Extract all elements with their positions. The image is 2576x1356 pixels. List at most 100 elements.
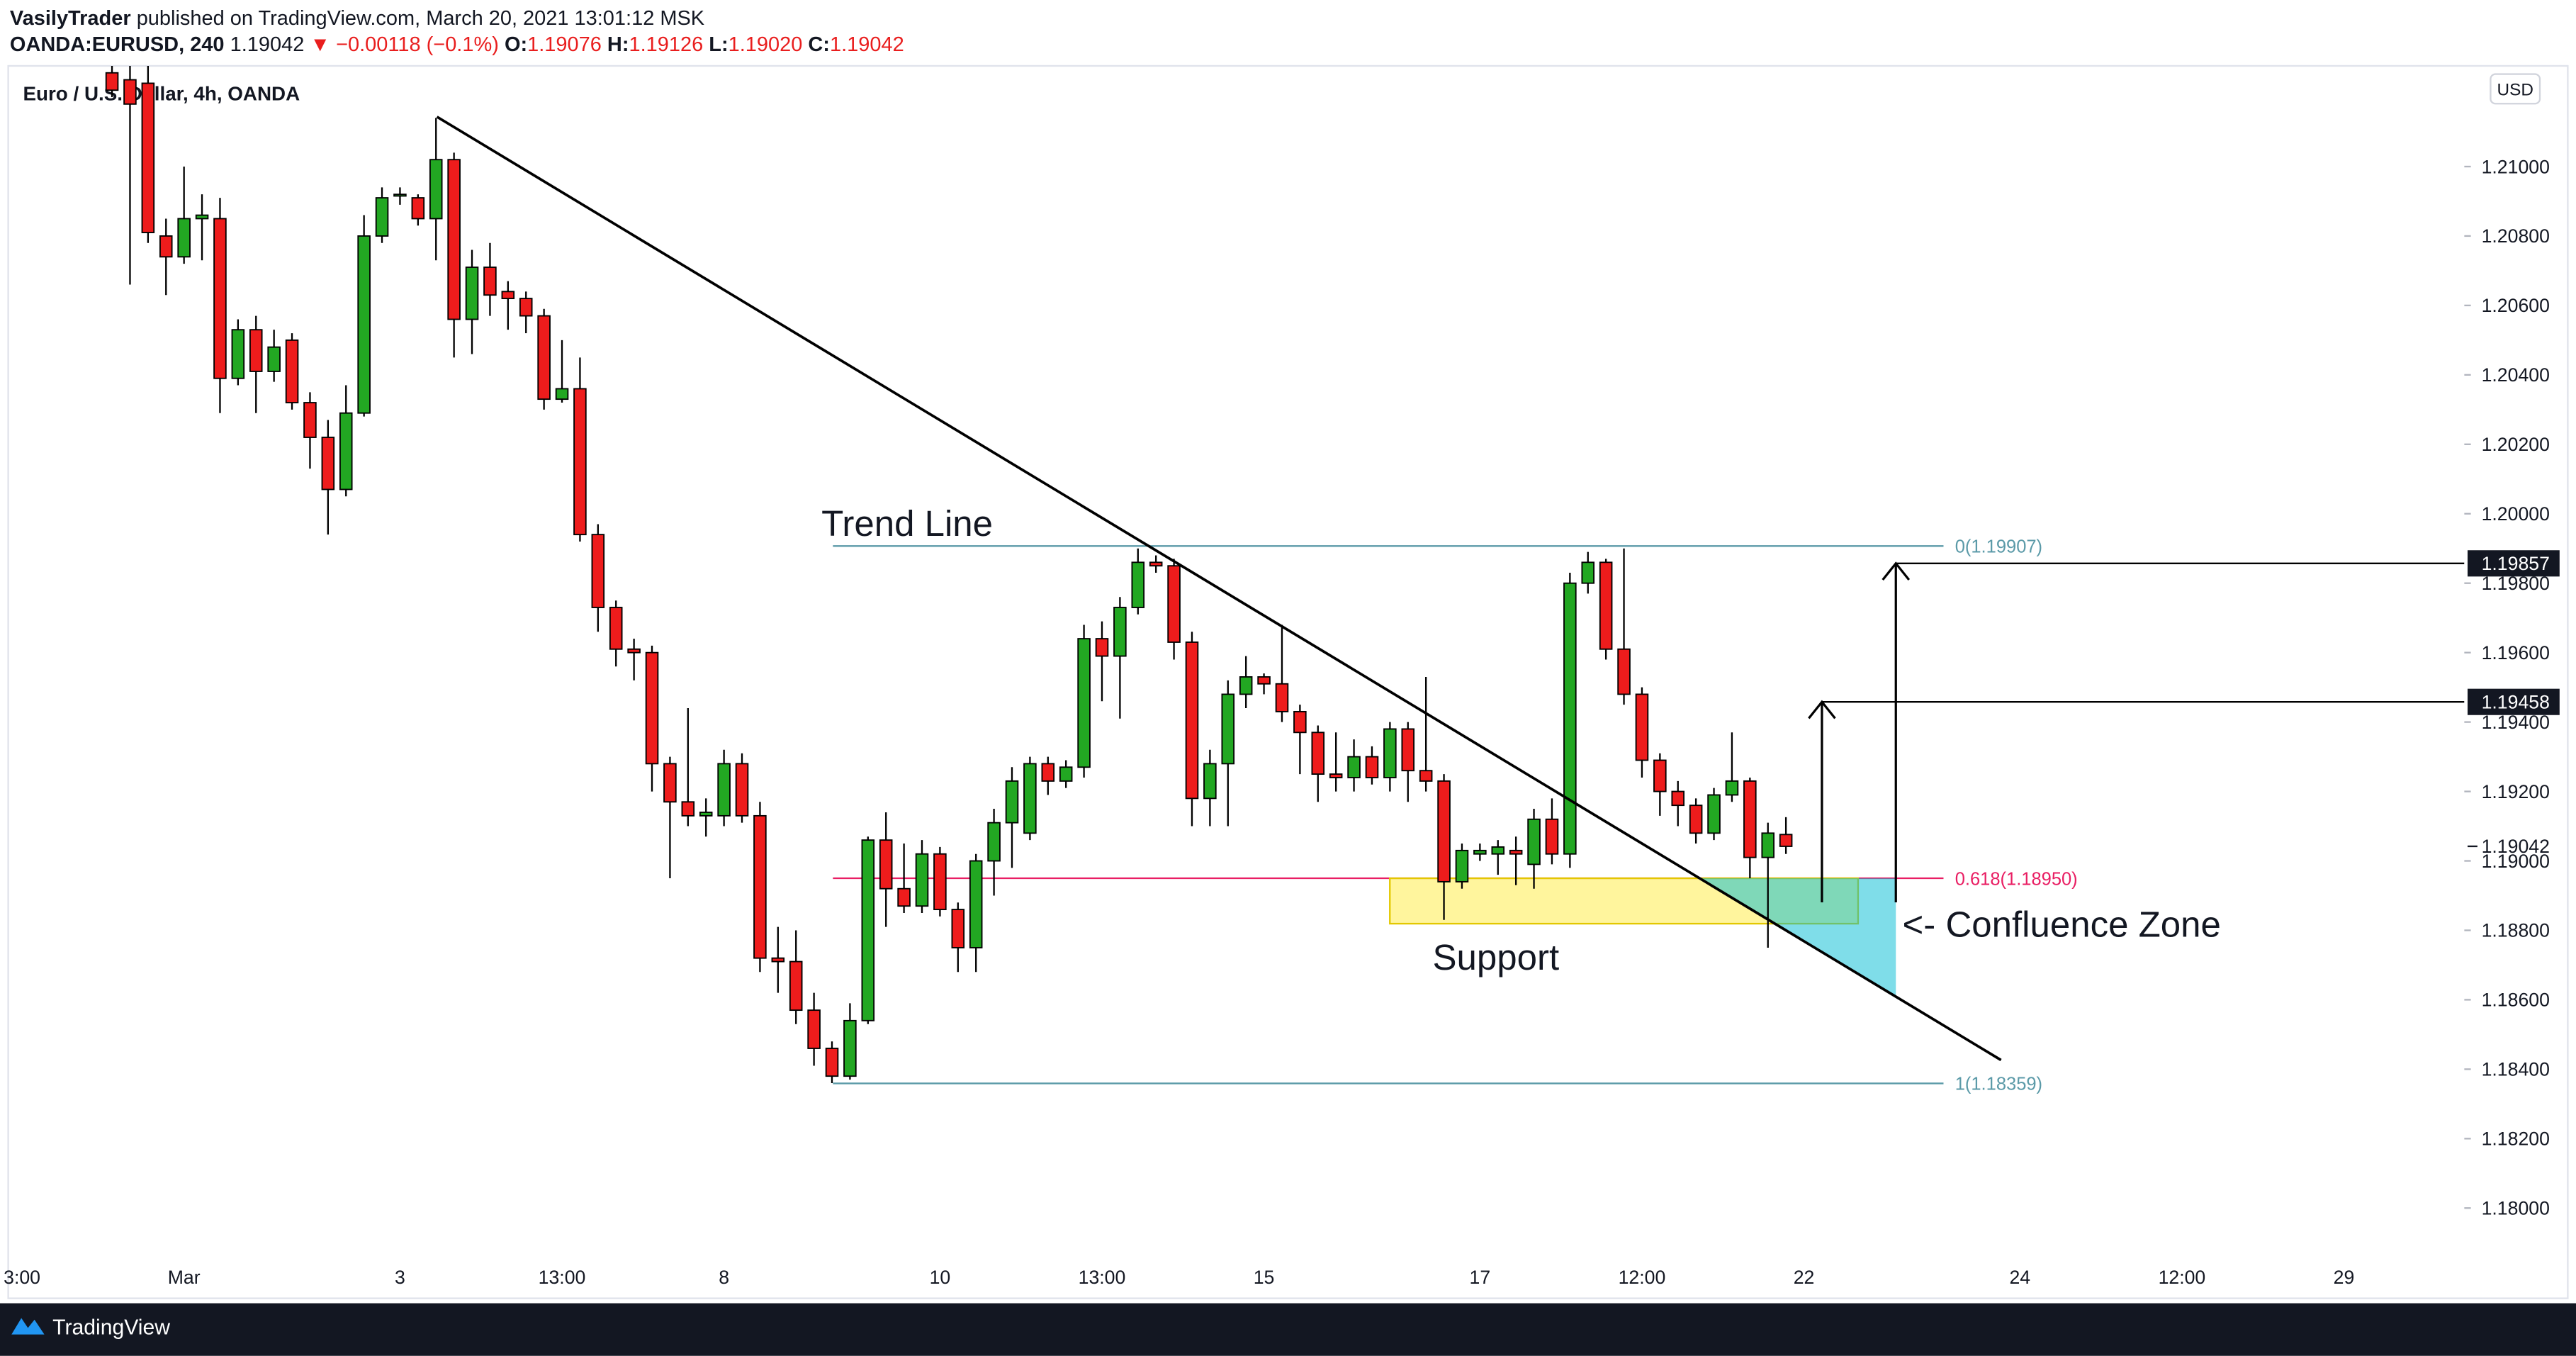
x-tick-label: 8	[719, 1267, 729, 1288]
x-tick-label: 13:00	[1079, 1267, 1126, 1288]
c-label: C:	[808, 33, 830, 56]
currency-box	[2490, 73, 2541, 105]
candle-body	[321, 437, 335, 491]
candle-body	[1023, 763, 1037, 834]
candle-body	[825, 1048, 839, 1077]
candle-body	[519, 298, 533, 317]
candle-body	[537, 315, 551, 400]
candle-body	[1149, 561, 1163, 567]
footer	[0, 1303, 2576, 1356]
y-tick-label: 1.18200	[2482, 1128, 2550, 1150]
candle-body	[573, 388, 587, 536]
candle-body	[285, 339, 299, 403]
h-label: H:	[607, 33, 629, 56]
y-tick-label: 1.20200	[2482, 434, 2550, 455]
candle-body	[447, 159, 461, 320]
candle-body	[753, 814, 767, 959]
candle-body	[1581, 561, 1595, 584]
candle-body	[1635, 693, 1649, 761]
symbol: OANDA:EURUSD, 240	[10, 33, 225, 56]
candle-body	[303, 402, 317, 438]
candle-body	[159, 235, 173, 258]
l: 1.19020	[729, 33, 803, 56]
plot	[105, 65, 2465, 1085]
x-tick-label: 17	[1470, 1267, 1491, 1288]
candle-body	[267, 346, 281, 372]
candle-body	[1617, 648, 1631, 695]
x-tick-label: 3:00	[4, 1267, 40, 1288]
candle-body	[951, 909, 965, 948]
candle-body	[1113, 607, 1127, 657]
logo	[11, 1318, 45, 1335]
candle-body	[195, 214, 209, 220]
candle-body	[1563, 582, 1577, 855]
candle-body	[735, 763, 749, 817]
candle-body	[1311, 732, 1325, 775]
x-tick-label: 24	[2009, 1267, 2030, 1288]
x-tick-label: Mar	[168, 1267, 201, 1288]
candle-body	[483, 267, 497, 296]
y-tick-label: 1.20000	[2482, 503, 2550, 525]
last-price-label: 1.19042	[2482, 836, 2550, 857]
candle-body	[861, 839, 875, 1021]
candle-body	[807, 1009, 821, 1049]
candle-body	[681, 801, 695, 817]
candle-body	[1383, 728, 1397, 778]
candle-body	[339, 412, 353, 491]
arrow-head	[1808, 700, 1836, 719]
candle-body	[789, 960, 803, 1012]
candle-body	[1203, 763, 1217, 800]
annotation: <- Confluence Zone	[1903, 904, 2221, 945]
candle-body	[213, 218, 227, 379]
l-label: L:	[709, 33, 728, 56]
arrow-head	[1882, 561, 1911, 581]
chart-frame	[7, 65, 2569, 1299]
published: published on TradingView.com, March 20, …	[137, 7, 704, 30]
price-tag	[2467, 688, 2560, 715]
candle-body	[1239, 676, 1253, 695]
candle-body	[1275, 683, 1289, 712]
candle-body	[429, 159, 443, 220]
candle-body	[1095, 638, 1109, 657]
currency: USD	[2497, 81, 2533, 100]
fib-label: 0(1.19907)	[1955, 537, 2042, 557]
x-tick-label: 13:00	[539, 1267, 586, 1288]
footer-brand: TradingView	[52, 1316, 170, 1340]
candle-body	[1401, 728, 1415, 772]
y-tick-label: 1.18000	[2482, 1198, 2550, 1219]
candle-body	[375, 197, 389, 237]
axes: 1.18000 1.18200 1.18400 1.18600 1.18800 1.190…	[4, 156, 2560, 1288]
candle-body	[897, 887, 911, 907]
o-label: O:	[505, 33, 527, 56]
candle-body	[1671, 790, 1685, 807]
candle-body	[555, 388, 569, 400]
candle-body	[1167, 565, 1181, 643]
candle-body	[1257, 676, 1271, 685]
candle-body	[1347, 756, 1361, 778]
y-tick-label: 1.20400	[2482, 364, 2550, 386]
candle-body	[1743, 780, 1757, 858]
y-tick-label: 1.19200	[2482, 781, 2550, 802]
c: 1.19042	[830, 33, 904, 56]
candle-body	[1131, 561, 1145, 608]
annotation: Trend Line	[821, 503, 993, 544]
x-tick-label: 22	[1794, 1267, 1815, 1288]
y-tick-label: 1.19400	[2482, 712, 2550, 733]
x-tick-label: 12:00	[2159, 1267, 2206, 1288]
candle-body	[1707, 794, 1721, 834]
candle-body	[843, 1019, 857, 1077]
candle-body	[1455, 849, 1469, 882]
x-tick-label: 15	[1254, 1267, 1275, 1288]
y-tick-label: 1.20600	[2482, 295, 2550, 316]
candle-body	[1059, 766, 1073, 782]
candle-body	[411, 197, 425, 220]
fib-label: 1(1.18359)	[1955, 1075, 2042, 1094]
price-tag-label: 1.19458	[2482, 691, 2550, 712]
candle-body	[249, 329, 263, 372]
candle-body	[1509, 849, 1523, 855]
candle-body	[1005, 780, 1019, 824]
candle-body	[1653, 759, 1667, 792]
chart-title: Euro / U.S. Dollar, 4h, OANDA	[23, 83, 300, 105]
candle-body	[1221, 693, 1235, 765]
